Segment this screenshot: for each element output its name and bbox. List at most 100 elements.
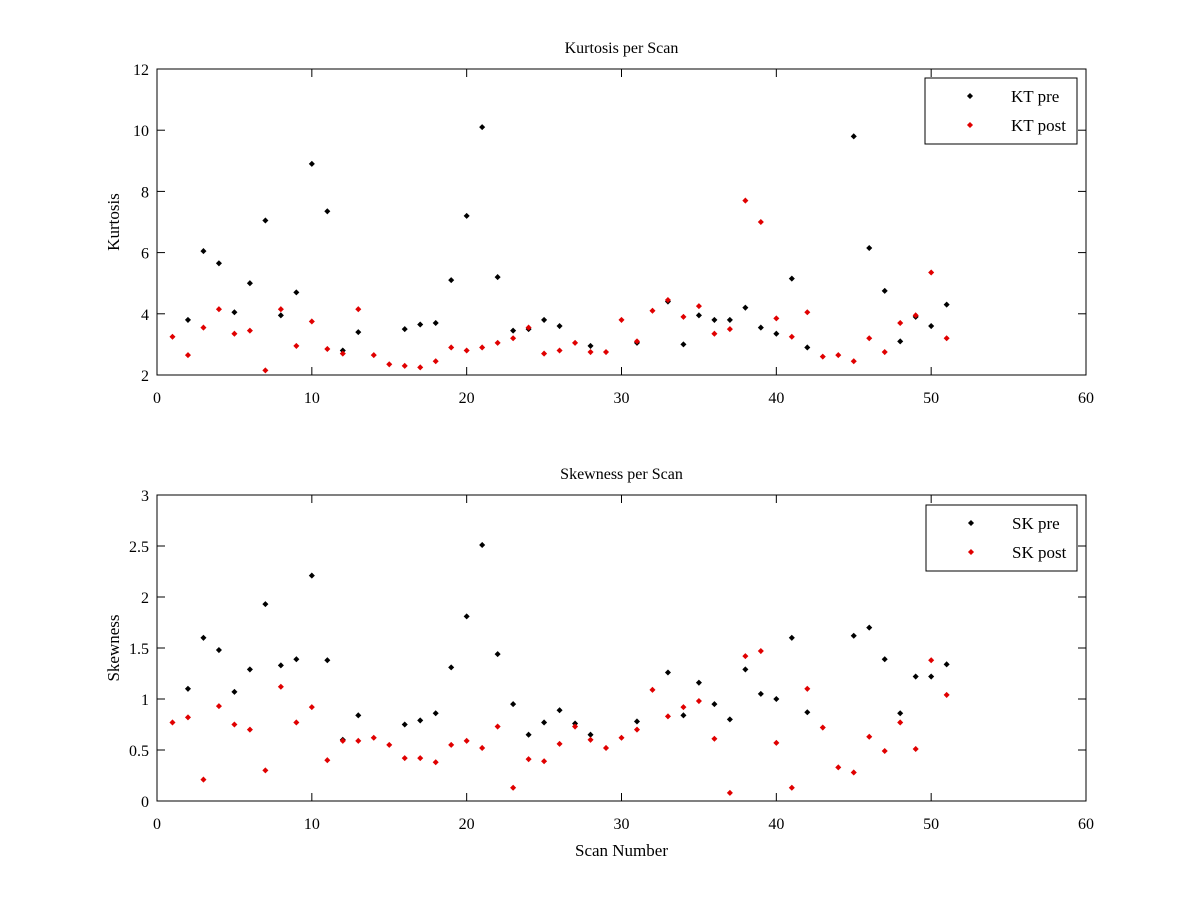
data-point [308,572,315,579]
series-0 [184,541,950,743]
data-point [370,734,377,741]
x-tick-label: 50 [923,390,939,407]
data-point [262,367,269,374]
legend-marker [967,519,975,527]
data-point [246,726,253,733]
data-point [757,648,764,655]
data-point [556,740,563,747]
data-point [757,690,764,697]
data-point [401,721,408,728]
data-point [742,304,749,311]
data-point [401,755,408,762]
data-point [819,353,826,360]
data-point [850,133,857,140]
data-point [479,344,486,351]
data-point [943,335,950,342]
legend-marker [966,92,974,100]
data-point [277,312,284,319]
data-point [912,673,919,680]
data-point [866,733,873,740]
data-point [339,350,346,357]
data-point [277,683,284,690]
data-point [293,289,300,296]
data-point [541,758,548,765]
y-tick-label: 1.5 [129,641,149,658]
data-point [695,679,702,686]
data-point [726,789,733,796]
data-point [711,735,718,742]
data-point [417,755,424,762]
data-point [262,217,269,224]
data-point [262,767,269,774]
data-point [432,319,439,327]
y-tick-label: 2.5 [129,539,149,556]
legend-box [925,504,1078,572]
x-tick-label: 40 [768,390,784,407]
data-point [695,698,702,705]
data-point [633,726,641,733]
data-point [448,344,455,351]
series-1 [169,648,950,796]
data-point [448,741,455,748]
data-point [324,657,331,664]
data-point [695,312,702,319]
y-tick-label: 2 [141,368,149,385]
data-point [262,601,269,608]
data-point [587,349,594,356]
data-point [215,647,222,654]
data-point [541,316,548,323]
chart-1: 0 10 20 30 40 50 60 0 0.5 1 1.5 2 2.5 3 Skewness per S… [104,466,1094,860]
x-tick-label: 50 [923,816,939,833]
data-point [804,309,811,316]
data-point [912,312,919,319]
data-point [881,656,888,663]
y-tick-label: 12 [133,62,149,79]
data-point [897,338,904,345]
data-point [602,744,610,751]
data-point [184,316,191,323]
data-point [618,734,625,741]
data-point [324,208,331,215]
data-point [494,339,501,346]
data-point [417,321,424,328]
data-point [850,632,857,639]
data-point [200,634,207,641]
data-point [246,666,253,673]
data-point [463,737,470,744]
data-point [850,358,857,365]
data-point [448,277,455,284]
y-tick-label: 4 [141,307,149,324]
data-point [293,656,300,663]
data-point [928,323,935,330]
data-point [943,301,950,308]
data-point [231,330,238,337]
data-point [293,719,300,726]
data-point [664,669,671,676]
data-point [200,324,207,331]
data-point [556,347,563,354]
data-point [510,701,517,708]
data-point [463,613,470,620]
x-tick-label: 60 [1078,816,1094,833]
data-point [881,747,888,755]
data-point [757,324,764,331]
y-tick-label: 0 [141,794,149,811]
legend-entry-label: SK post [1012,543,1067,562]
legend-marker [967,548,975,556]
x-tick-label: 30 [614,816,630,833]
y-tick-label: 2 [141,590,149,607]
y-tick-label: 1 [141,692,149,709]
data-point [572,339,579,346]
x-tick-label: 40 [768,816,784,833]
data-point [726,326,733,333]
data-point [726,316,733,323]
legend-marker [966,121,974,129]
data-point [432,358,439,365]
data-point [479,541,486,549]
y-tick-label: 0.5 [129,743,149,760]
data-point [711,316,718,323]
data-point [355,712,362,719]
data-point [881,287,888,294]
data-point [432,759,439,766]
